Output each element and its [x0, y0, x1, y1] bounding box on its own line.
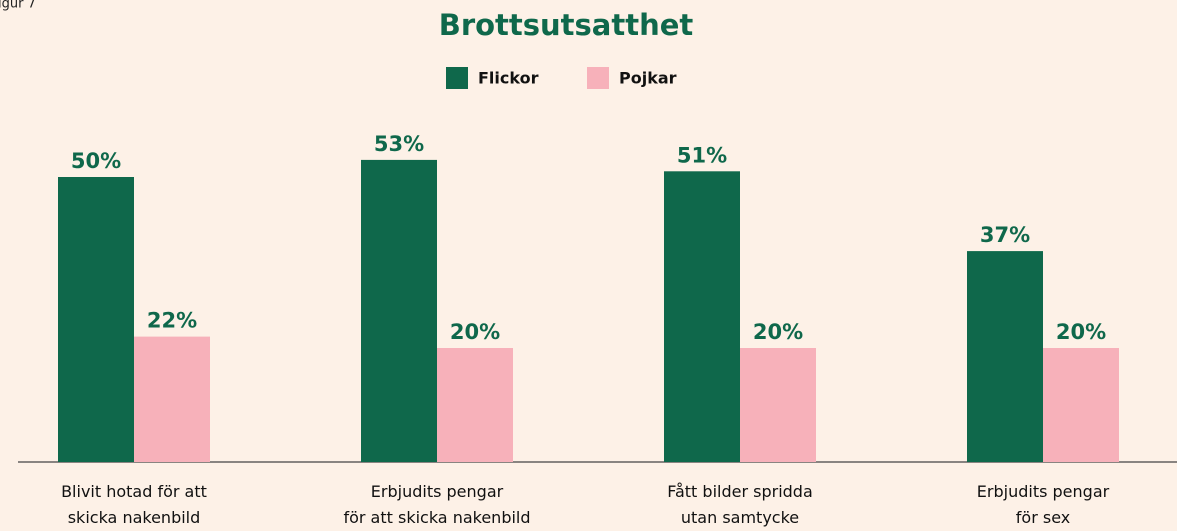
value-label: 37%: [980, 223, 1030, 247]
x-tick-label-line: utan samtycke: [681, 508, 799, 527]
legend-label: Flickor: [478, 69, 539, 88]
value-label: 20%: [753, 320, 803, 344]
value-label: 20%: [1056, 320, 1106, 344]
chart-title: Brottsutsatthet: [439, 8, 694, 42]
x-tick-label-line: Fått bilder spridda: [667, 482, 813, 501]
value-label: 53%: [374, 132, 424, 156]
value-label: 20%: [450, 320, 500, 344]
bar: [664, 171, 740, 463]
x-tick-label-line: Erbjudits pengar: [977, 482, 1110, 501]
x-tick-label: Erbjudits pengar för sex: [977, 482, 1110, 527]
x-tick-label-line: Blivit hotad för att: [61, 482, 207, 501]
figure-label: igur 7: [0, 0, 36, 12]
bar: [740, 348, 816, 462]
legend-label: Pojkar: [619, 69, 677, 88]
bar: [967, 251, 1043, 462]
bar: [361, 159, 437, 462]
bar: [58, 177, 134, 462]
value-label: 51%: [677, 143, 727, 167]
x-tick-label-line: för sex: [1016, 508, 1070, 527]
bar: [134, 336, 210, 462]
bar: [1043, 348, 1119, 462]
value-label: 22%: [147, 309, 197, 333]
x-tick-label: Blivit hotad för att skicka nakenbild: [61, 482, 207, 527]
x-tick-label-line: skicka nakenbild: [68, 508, 201, 527]
x-tick-label: Erbjudits pengar för att skicka nakenbild: [343, 482, 530, 527]
value-label: 50%: [71, 149, 121, 173]
x-tick-label-line: för att skicka nakenbild: [343, 508, 530, 527]
bar: [437, 348, 513, 462]
x-tick-label-line: Erbjudits pengar: [371, 482, 504, 501]
legend-swatch: [446, 67, 468, 89]
x-tick-label: Fått bilder spridda utan samtycke: [667, 482, 813, 527]
legend-swatch: [587, 67, 609, 89]
